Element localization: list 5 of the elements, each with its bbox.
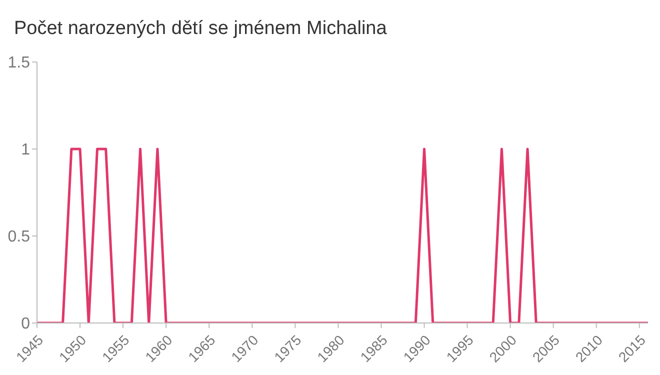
y-tick-label: 1.5 [8, 54, 30, 72]
y-tick-label: 1 [21, 142, 30, 159]
y-tick-label: 0 [21, 316, 30, 333]
y-tick-label: 0.5 [8, 228, 30, 246]
chart-title: Počet narozených dětí se jménem Michalina [14, 18, 387, 40]
